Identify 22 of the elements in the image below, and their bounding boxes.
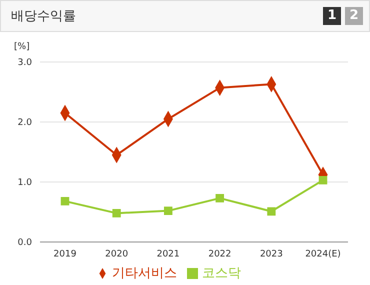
legend-label: 기타서비스 bbox=[112, 266, 177, 281]
point bbox=[216, 194, 224, 202]
x-tick-label: 2024(E) bbox=[305, 249, 341, 260]
text: 2 bbox=[345, 7, 363, 25]
chart-title: 배당수익률 bbox=[11, 8, 76, 25]
y-axis-title: [%] bbox=[14, 42, 30, 52]
point bbox=[318, 176, 328, 184]
y-tick-label: 3.0 bbox=[18, 58, 32, 68]
x-tick-label: 2023 bbox=[260, 249, 283, 260]
text: 1 bbox=[323, 7, 341, 25]
x-tick-label: 2019 bbox=[54, 249, 77, 260]
x-tick-label: 2022 bbox=[208, 249, 232, 260]
x-tick-label: 2021 bbox=[156, 249, 180, 260]
point bbox=[164, 206, 172, 216]
x-tick-label: 2020 bbox=[105, 249, 128, 260]
y-tick-label: 1.0 bbox=[18, 178, 32, 188]
point bbox=[60, 196, 70, 206]
point bbox=[267, 207, 276, 216]
y-tick-label: 2.0 bbox=[18, 118, 32, 128]
legend-label: 코스닥 bbox=[202, 266, 241, 281]
y-tick-label: 0.0 bbox=[18, 238, 32, 248]
point bbox=[112, 208, 121, 218]
